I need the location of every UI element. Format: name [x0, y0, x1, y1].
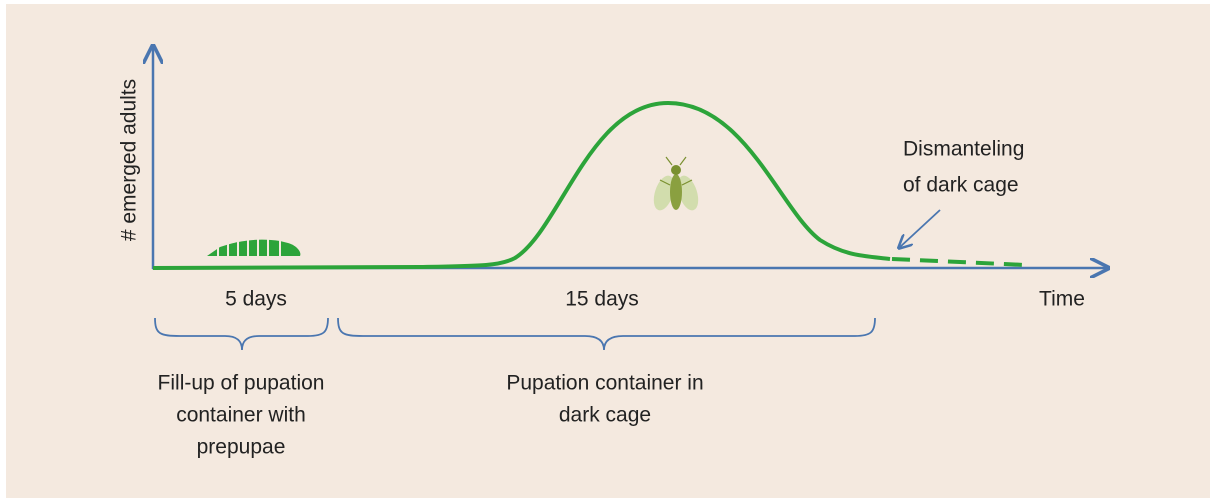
y-axis-label: # emerged adults	[118, 79, 141, 241]
diagram: # emerged adults Time Dismanteling of da…	[0, 0, 1216, 502]
annotation-line: Dismanteling	[903, 138, 1024, 161]
phase-duration: 5 days	[225, 288, 287, 311]
phase-description: Pupation container in	[506, 372, 703, 395]
phase-duration: 15 days	[565, 288, 639, 311]
annotation-line: of dark cage	[903, 174, 1019, 197]
phase-description: prepupae	[197, 436, 286, 459]
phase-description: dark cage	[559, 404, 651, 427]
x-axis-label: Time	[1039, 288, 1085, 311]
phase-description: container with	[176, 404, 306, 427]
phase-description: Fill-up of pupation	[158, 372, 325, 395]
